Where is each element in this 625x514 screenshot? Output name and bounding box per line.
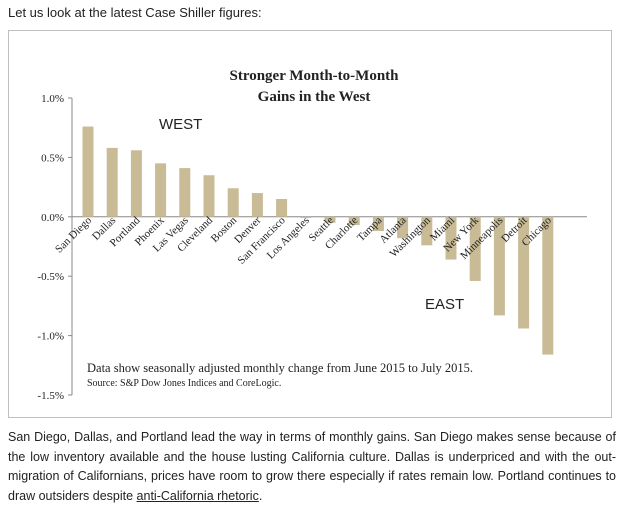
bar (445, 216, 457, 260)
bar (493, 216, 505, 316)
bar (372, 216, 384, 232)
source-note: Source: S&P Dow Jones Indices and CoreLo… (87, 378, 281, 389)
chart-title-line-2: Gains in the West (258, 89, 371, 105)
paragraph-text: San Diego, Dallas, and Portland lead the… (8, 430, 616, 503)
bar (542, 216, 554, 355)
bar (300, 216, 312, 218)
bar (106, 147, 118, 217)
west-label: WEST (159, 116, 202, 133)
bar (130, 150, 142, 217)
y-tick-label: 0.0% (41, 212, 64, 224)
anti-california-link[interactable]: anti-California rhetoric (136, 488, 259, 503)
bar (227, 188, 239, 217)
chart-frame: Stronger Month-to-Month Gains in the Wes… (8, 30, 612, 418)
bar (251, 193, 263, 217)
bar (421, 216, 433, 246)
bar (348, 216, 360, 226)
bar (203, 175, 215, 217)
bar (518, 216, 530, 329)
y-tick-label: 1.0% (41, 93, 64, 105)
east-label: EAST (425, 296, 464, 313)
bar (155, 163, 167, 217)
chart-title-line-1: Stronger Month-to-Month (229, 68, 399, 84)
commentary-paragraph: San Diego, Dallas, and Portland lead the… (8, 428, 616, 506)
data-note: Data show seasonally adjusted monthly ch… (87, 361, 473, 375)
y-tick-label: 0.5% (41, 152, 64, 164)
bar (397, 216, 409, 239)
y-tick-label: -0.5% (37, 271, 64, 283)
bar (324, 216, 336, 223)
y-tick-label: -1.0% (37, 331, 64, 343)
bar (276, 198, 288, 217)
bar (469, 216, 481, 281)
bar-chart: Stronger Month-to-Month Gains in the Wes… (37, 68, 587, 402)
paragraph-end: . (258, 488, 263, 503)
bar (82, 126, 94, 217)
bar (179, 168, 191, 217)
intro-text: Let us look at the latest Case Shiller f… (8, 5, 262, 20)
y-tick-label: -1.5% (37, 390, 64, 402)
